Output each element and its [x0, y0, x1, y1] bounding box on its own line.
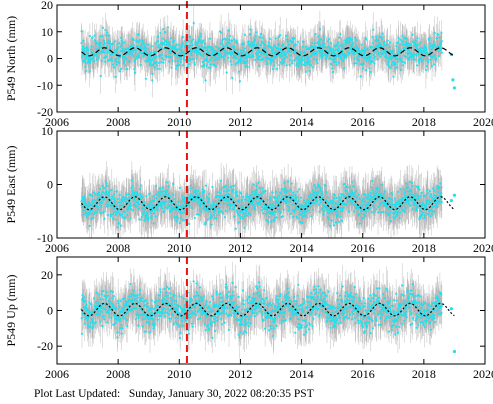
x-tick-label: 2010	[167, 241, 191, 255]
late-point-2	[452, 349, 457, 354]
x-tick-label: 2014	[290, 241, 314, 255]
late-point-1	[449, 198, 453, 203]
y-tick-label: -10	[37, 231, 53, 245]
data-points	[80, 280, 443, 340]
data-points	[80, 179, 443, 230]
seasonal-model-line	[81, 302, 455, 317]
x-tick-label: 2014	[290, 367, 314, 381]
late-point-3	[452, 86, 457, 90]
x-tick-label: 2020	[473, 241, 493, 255]
panel-1: 2006 2008 2010 2012 2014 2016 2018 2020 -20 -10 0 1…	[4, 0, 493, 129]
y-axis-label: P549 Up (mm)	[4, 274, 18, 346]
x-tick-label: 2020	[473, 115, 493, 129]
x-tick-label: 2012	[228, 241, 252, 255]
x-tick-label: 2006	[45, 115, 69, 129]
x-tick-label: 2012	[228, 367, 252, 381]
y-tick-label: -10	[37, 78, 53, 92]
data-layer	[80, 5, 457, 98]
y-axis-label: P549 North (mm)	[4, 16, 18, 101]
y-axis-label: P549 East (mm)	[4, 146, 18, 224]
x-tick-label: 2006	[45, 241, 69, 255]
late-point-1	[449, 307, 453, 311]
footer-timestamp: Sunday, January 30, 2022 08:20:35 PST	[128, 388, 314, 400]
x-tick-label: 2018	[412, 367, 436, 381]
x-tick-label: 2018	[412, 115, 436, 129]
x-tick-label: 2008	[106, 241, 130, 255]
x-tick-label: 2010	[167, 115, 191, 129]
y-tick-label: 0	[47, 52, 53, 66]
y-tick-label: -20	[37, 339, 53, 353]
seasonal-model-line	[81, 196, 455, 211]
x-tick-label: 2006	[45, 367, 69, 381]
y-tick-label: 10	[41, 124, 53, 138]
x-tick-label: 2016	[351, 367, 375, 381]
y-tick-label: -20	[37, 105, 53, 119]
x-tick-label: 2012	[228, 115, 252, 129]
data-layer	[80, 161, 457, 238]
x-tick-label: 2008	[106, 367, 130, 381]
y-tick-label: 0	[47, 304, 53, 318]
data-layer	[80, 261, 457, 359]
x-tick-label: 2008	[106, 115, 130, 129]
x-tick-label: 2016	[351, 241, 375, 255]
late-point-2	[452, 193, 457, 197]
panel-3: 2006 2008 2010 2012 2014 2016 2018 2020 -20 0 20 P5…	[4, 256, 493, 381]
footer-label: Plot Last Updated:	[34, 388, 121, 400]
x-tick-label: 2018	[412, 241, 436, 255]
panel-2: 2006 2008 2010 2012 2014 2016 2018 2020 -10 0 10 P5…	[4, 124, 493, 255]
x-tick-label: 2016	[351, 115, 375, 129]
y-tick-label: 20	[41, 0, 53, 12]
x-tick-label: 2010	[167, 367, 191, 381]
data-points	[80, 22, 443, 83]
y-tick-label: 10	[41, 25, 53, 39]
x-tick-label: 2014	[290, 115, 314, 129]
y-tick-label: 20	[41, 268, 53, 282]
footer: Plot Last Updated: Sunday, January 30, 2…	[34, 388, 314, 400]
y-tick-label: 0	[47, 178, 53, 192]
x-tick-label: 2020	[473, 367, 493, 381]
late-point-2	[451, 78, 455, 82]
